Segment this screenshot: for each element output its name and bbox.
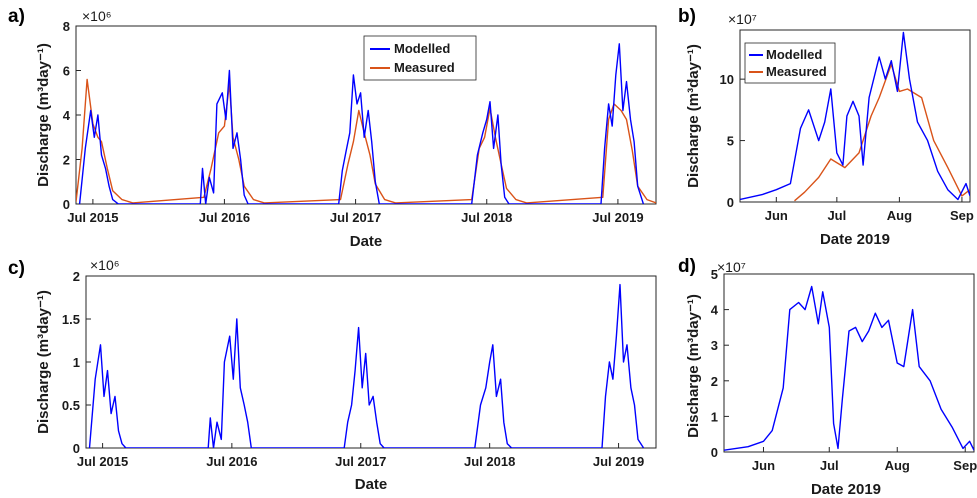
x-tick-label-a-4: Jul 2019 — [592, 210, 643, 225]
x-tick-label-d-0: Jun — [752, 458, 775, 473]
series-line-a-measured — [76, 78, 656, 204]
legend-box-b — [744, 42, 836, 84]
x-axis-label-b: Date 2019 — [820, 231, 890, 248]
series-line-c-discharge — [88, 283, 645, 448]
panel-label-a: a) — [8, 6, 25, 27]
x-tick-label-b-3: Sep — [950, 208, 974, 223]
plot-area-c — [85, 275, 657, 449]
y-tick-label-a-1: 2 — [63, 153, 70, 168]
y-axis-label-b: Discharge (m³day⁻¹) — [685, 44, 702, 188]
y-tick-label-c-1: 0.5 — [62, 398, 80, 413]
ticks-a: 0 2 4 6 8 Jul 2015 Jul 2016 Jul 2017 Jul 2018 Jul… — [63, 19, 644, 225]
y-exponent-b: ×10⁷ — [728, 11, 757, 27]
x-tick-label-d-1: Jul — [820, 458, 839, 473]
y-tick-label-d-1: 1 — [711, 409, 718, 424]
panel-a: a) ×10⁶ Date Discharge (m³day⁻¹) 0 2 4 6 8 Ju… — [8, 6, 657, 250]
series-lines-d — [724, 285, 974, 451]
y-tick-label-d-3: 3 — [711, 338, 718, 353]
y-tick-label-a-2: 4 — [63, 108, 71, 123]
panel-d: d) ×10⁷ Date 2019 Discharge (m³day⁻¹) 0 1… — [678, 256, 977, 498]
ticks-d: 0 1 2 3 4 5 Jun Jul Aug Sep — [711, 267, 977, 473]
y-tick-label-c-0: 0 — [73, 441, 80, 456]
legend-box-a — [363, 35, 477, 81]
x-axis-label-d: Date 2019 — [811, 481, 881, 498]
y-axis-label-d: Discharge (m³day⁻¹) — [685, 294, 702, 438]
y-exponent-d: ×10⁷ — [717, 259, 746, 275]
series-line-b-modelled — [740, 31, 970, 201]
y-tick-label-c-3: 1.5 — [62, 312, 80, 327]
panel-b: b) ×10⁷ Date 2019 Discharge (m³day⁻¹) 0 5… — [678, 6, 974, 248]
y-tick-label-b-1: 5 — [727, 134, 734, 149]
y-tick-label-a-3: 6 — [63, 64, 70, 79]
y-tick-label-a-0: 0 — [63, 197, 70, 212]
y-tick-label-b-0: 0 — [727, 195, 734, 210]
panel-c: c) ×10⁶ Date Discharge (m³day⁻¹) 0 0.5 1 1.… — [8, 257, 657, 493]
y-axis-label-c: Discharge (m³day⁻¹) — [35, 290, 52, 434]
legend-b: Modelled Measured — [744, 42, 836, 84]
legend-a: Modelled Measured — [363, 35, 477, 81]
x-tick-label-c-1: Jul 2016 — [206, 454, 257, 469]
plot-area-d — [723, 273, 975, 453]
legend-label-measured-b: Measured — [766, 64, 827, 79]
x-tick-label-c-0: Jul 2015 — [77, 454, 128, 469]
series-line-b-measured — [794, 63, 970, 202]
x-tick-label-a-3: Jul 2018 — [461, 210, 512, 225]
x-tick-label-b-1: Jul — [827, 208, 846, 223]
series-lines-c — [88, 283, 645, 448]
series-lines-a — [76, 43, 656, 204]
ticks-b: 0 5 10 Jun Jul Aug Sep — [720, 72, 974, 223]
x-tick-label-b-2: Aug — [887, 208, 912, 223]
panel-label-b: b) — [678, 6, 696, 27]
x-tick-label-c-3: Jul 2018 — [464, 454, 515, 469]
x-tick-label-b-0: Jun — [765, 208, 788, 223]
y-exponent-a: ×10⁶ — [82, 8, 112, 24]
x-tick-label-a-0: Jul 2015 — [67, 210, 118, 225]
x-axis-label-a: Date — [350, 233, 383, 250]
x-tick-label-d-3: Sep — [953, 458, 977, 473]
y-tick-label-d-0: 0 — [711, 445, 718, 460]
y-tick-label-c-4: 2 — [73, 269, 80, 284]
y-tick-label-a-4: 8 — [63, 19, 70, 34]
series-line-d-discharge — [724, 285, 974, 451]
y-tick-label-d-5: 5 — [711, 267, 718, 282]
y-exponent-c: ×10⁶ — [90, 257, 120, 273]
legend-label-modelled-b: Modelled — [766, 47, 822, 62]
legend-label-modelled-a: Modelled — [394, 41, 450, 56]
series-lines-b — [740, 31, 970, 202]
panel-label-c: c) — [8, 258, 25, 279]
y-tick-label-c-2: 1 — [73, 355, 80, 370]
x-tick-label-c-4: Jul 2019 — [593, 454, 644, 469]
x-tick-label-d-2: Aug — [885, 458, 910, 473]
x-tick-label-c-2: Jul 2017 — [335, 454, 386, 469]
legend-label-measured-a: Measured — [394, 60, 455, 75]
y-axis-label-a: Discharge (m³day⁻¹) — [35, 43, 52, 187]
y-tick-label-d-2: 2 — [711, 374, 718, 389]
y-tick-label-b-2: 10 — [720, 72, 734, 87]
ticks-c: 0 0.5 1 1.5 2 Jul 2015 Jul 2016 Jul 2017 Jul 201… — [62, 269, 644, 469]
panel-label-d: d) — [678, 256, 696, 277]
x-tick-label-a-1: Jul 2016 — [199, 210, 250, 225]
x-axis-label-c: Date — [355, 476, 388, 493]
y-tick-label-d-4: 4 — [711, 303, 719, 318]
series-line-a-modelled — [78, 43, 645, 204]
x-tick-label-a-2: Jul 2017 — [330, 210, 381, 225]
